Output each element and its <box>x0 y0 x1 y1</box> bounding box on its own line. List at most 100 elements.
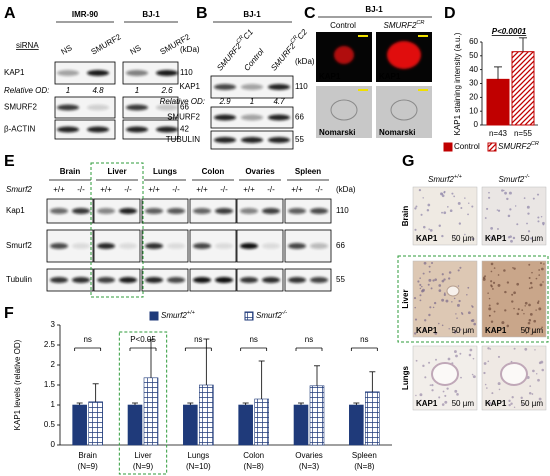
image-label: KAP1 <box>319 72 341 81</box>
tissue-label: Brain <box>60 167 81 176</box>
cell-nucleus <box>542 221 545 225</box>
row-label: TUBULIN <box>166 135 200 144</box>
cell-nucleus <box>428 278 432 282</box>
cell-nucleus <box>458 222 461 225</box>
cell-nucleus <box>524 301 528 305</box>
x-tick-label: Spleen <box>352 451 377 460</box>
cell-nucleus <box>430 287 433 290</box>
bar <box>183 404 198 446</box>
cell-nucleus <box>423 261 427 265</box>
legend-label-base: SMURF2 <box>498 142 531 151</box>
od-value: 1 <box>66 86 70 95</box>
cell-nucleus <box>530 286 533 289</box>
cell-nucleus <box>497 283 501 287</box>
cell-nucleus <box>472 375 476 379</box>
cell-nucleus <box>434 332 438 335</box>
row-label: Smurf2 <box>6 241 32 250</box>
blot-band <box>240 208 258 214</box>
cell-nucleus <box>469 348 473 352</box>
cell-nucleus <box>414 228 417 231</box>
cell-nucleus <box>501 321 505 325</box>
cell-nucleus <box>540 262 542 265</box>
cell-nucleus <box>490 262 494 266</box>
cell-nucleus <box>526 222 528 225</box>
cell-nucleus <box>537 300 540 303</box>
y-tick-label: 2 <box>51 360 56 369</box>
cell-nucleus <box>457 201 461 205</box>
blot-band <box>240 243 258 249</box>
cell-nucleus <box>527 326 531 330</box>
cell-nucleus <box>530 333 533 336</box>
blot-band <box>262 243 280 249</box>
cell-nucleus <box>451 301 453 303</box>
cell-nucleus <box>536 193 540 196</box>
cell-nucleus <box>521 309 524 312</box>
scale-label: 50 µm <box>452 234 475 243</box>
panel-letter: F <box>4 305 14 322</box>
mw-marker: 55 <box>295 135 304 144</box>
cell-nucleus <box>493 310 496 313</box>
cell-nucleus <box>497 209 501 212</box>
y-tick-label: 50 <box>469 51 478 60</box>
scale-label: 50 µm <box>521 326 544 335</box>
cell-nucleus <box>491 392 494 395</box>
od-value: 1 <box>135 86 139 95</box>
legend-label: Smurf2-/- <box>256 310 287 320</box>
cell-nucleus <box>508 399 511 403</box>
y-tick-label: 40 <box>469 65 478 74</box>
cell-nucleus <box>496 209 499 211</box>
cell-nucleus <box>453 195 456 198</box>
sirna-label: siRNA <box>16 41 39 50</box>
column-label: Smurf2+/+ <box>428 174 463 184</box>
lane-label-sup: CR <box>290 35 300 45</box>
tissue-label: Spleen <box>295 167 321 176</box>
cell-nucleus <box>431 389 434 392</box>
bar <box>88 401 103 446</box>
row-label: Kap1 <box>6 206 25 215</box>
cell-nucleus <box>506 324 510 328</box>
vessel <box>446 285 460 297</box>
cell-nucleus <box>497 382 501 386</box>
cell-nucleus <box>472 357 475 360</box>
genotype-label: -/- <box>220 185 228 194</box>
blot-band <box>288 208 306 214</box>
blot-band <box>193 243 211 249</box>
blot-strip <box>54 96 116 119</box>
blot-band <box>126 126 148 133</box>
cell-nucleus <box>483 371 486 375</box>
blot-band <box>193 277 211 283</box>
blot-band <box>57 70 79 76</box>
cell-nucleus <box>496 302 499 305</box>
column-label: SMURF2CR <box>384 20 425 30</box>
cell-nucleus <box>471 205 474 208</box>
od-value: 4.7 <box>273 97 285 106</box>
row-label: β-ACTIN <box>4 125 35 134</box>
cell-nucleus <box>524 347 528 351</box>
cell-nucleus <box>504 191 507 195</box>
cell-nucleus <box>540 216 543 218</box>
blot-band <box>50 208 68 214</box>
cell-nucleus <box>449 209 453 213</box>
cell-nucleus <box>441 234 444 238</box>
cell-nucleus <box>438 289 442 292</box>
cell-nucleus <box>443 278 446 281</box>
cell-nucleus <box>490 270 493 273</box>
cell-nucleus <box>427 283 430 286</box>
blot-band <box>57 126 79 133</box>
significance-label: ns <box>83 335 91 344</box>
cell-nucleus <box>429 306 432 309</box>
cell-nucleus <box>497 228 499 230</box>
cell-nucleus <box>468 202 470 205</box>
blot-band <box>215 208 233 214</box>
cell-nucleus <box>423 225 426 229</box>
cell-nucleus <box>431 384 434 387</box>
cell-nucleus <box>443 292 446 295</box>
significance-label: P<0.0001 <box>492 27 527 36</box>
bar <box>349 404 364 446</box>
cell-nucleus <box>528 287 531 290</box>
cell-nucleus <box>466 293 468 296</box>
cell-nucleus <box>510 402 513 405</box>
cell-nucleus <box>428 270 431 273</box>
cell-nucleus <box>441 324 444 327</box>
cell-nucleus <box>531 393 534 395</box>
